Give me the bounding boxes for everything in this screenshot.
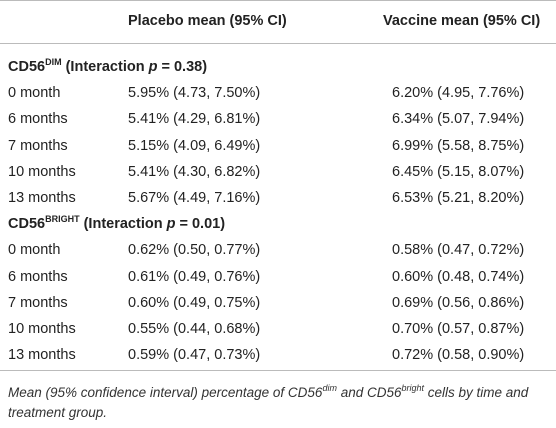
table-cell: 6.20% (4.95, 7.76%) (392, 85, 525, 102)
table-cell: 0.58% (0.47, 0.72%) (392, 242, 525, 259)
section-title: CD56BRIGHT (Interaction p = 0.01) (8, 214, 225, 234)
bottom-rule (0, 370, 556, 371)
table-cell: 0.59% (0.47, 0.73%) (128, 347, 261, 364)
row-label: 10 months (8, 321, 76, 337)
table-cell: 0.60% (0.49, 0.75%) (128, 294, 261, 311)
title-prefix: (Interaction (61, 59, 149, 75)
section-title: CD56DIM (Interaction p = 0.38) (8, 57, 207, 77)
title-p-symbol: p (166, 216, 176, 233)
title-marker: CD56 (8, 59, 46, 75)
caption: Mean (95% confidence interval) percentag… (8, 383, 548, 423)
row-label: 6 months (8, 268, 68, 285)
row-label: 0 month (8, 242, 61, 259)
table-cell: 5.41% (4.29, 6.81%) (128, 111, 261, 128)
row-label: 7 months (8, 294, 68, 311)
caption-text: Mean (95% confidence interval) percentag… (8, 385, 323, 400)
row-label: 0 month (8, 85, 61, 102)
table-cell: 0.60% (0.48, 0.74%) (392, 268, 525, 285)
title-superscript: BRIGHT (45, 214, 80, 225)
row-label: 10 months (8, 163, 76, 180)
caption-text: and CD56 (336, 385, 402, 400)
table-cell: 6.99% (5.58, 8.75%) (392, 137, 525, 154)
table-cell: 0.55% (0.44, 0.68%) (128, 321, 261, 337)
table-cell: 6.53% (5.21, 8.20%) (392, 190, 525, 206)
row-label: 6 months (8, 111, 68, 128)
table-cell: 0.69% (0.56, 0.86%) (392, 294, 525, 311)
title-superscript: DIM (45, 57, 62, 67)
table-cell: 0.72% (0.58, 0.90%) (392, 347, 525, 364)
table-cell: 5.15% (4.09, 6.49%) (128, 137, 261, 154)
top-rule (0, 0, 556, 1)
title-suffix: = 0.01) (175, 216, 226, 233)
caption-text: cells by time and treatment group. (8, 385, 529, 420)
table-cell: 5.67% (4.49, 7.16%) (128, 190, 261, 206)
caption-sup: dim (322, 383, 337, 393)
table-cell: 6.45% (5.15, 8.07%) (392, 163, 525, 180)
caption-sup: bright (401, 383, 425, 393)
placebo-header: Placebo mean (95% CI) (128, 13, 287, 29)
title-marker: CD56 (8, 216, 46, 233)
table-cell: 0.62% (0.50, 0.77%) (128, 242, 261, 259)
table-cell: 5.95% (4.73, 7.50%) (128, 85, 261, 102)
table-cell: 5.41% (4.30, 6.82%) (128, 163, 261, 180)
table-cell: 6.34% (5.07, 7.94%) (392, 111, 525, 128)
table-cell: 0.61% (0.49, 0.76%) (128, 268, 261, 285)
title-suffix: = 0.38) (157, 59, 208, 75)
row-label: 7 months (8, 137, 68, 154)
table-cell: 0.70% (0.57, 0.87%) (392, 321, 525, 337)
title-p-symbol: p (148, 59, 158, 75)
vaccine-header: Vaccine mean (95% CI) (383, 13, 541, 29)
header-rule (0, 43, 556, 44)
row-label: 13 months (8, 190, 76, 206)
title-prefix: (Interaction (79, 216, 167, 233)
row-label: 13 months (8, 347, 76, 364)
